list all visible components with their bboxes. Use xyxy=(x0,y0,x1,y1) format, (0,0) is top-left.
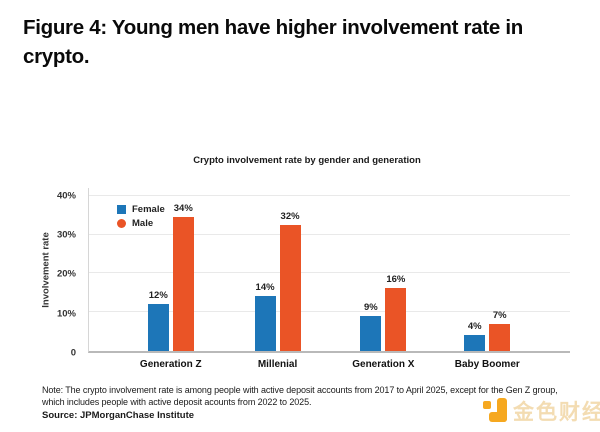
bar-column: 7% xyxy=(489,309,511,351)
legend-item: Female xyxy=(117,204,165,215)
figure-title-line2: crypto. xyxy=(23,45,90,68)
source-text: Source: JPMorganChase Institute xyxy=(42,410,195,421)
y-tick-label: 0 xyxy=(70,347,76,359)
note-text: Note: The crypto involvement rate is amo… xyxy=(42,384,590,408)
bar-column: 14% xyxy=(254,282,276,351)
bar-group: 14% 32% xyxy=(254,211,301,351)
logo-stroke-vertical xyxy=(497,398,507,422)
bar-female xyxy=(147,303,169,351)
bar-column: 12% xyxy=(147,289,169,351)
figure-title: Figure 4: Young men have higher involvem… xyxy=(23,13,588,71)
gridline xyxy=(89,194,570,196)
y-axis-ticks: 0 10% 20% 30% 40% xyxy=(40,188,82,358)
watermark: 金色财经 xyxy=(483,396,600,426)
legend-label: Male xyxy=(132,218,154,229)
bar-value-label: 34% xyxy=(173,203,193,215)
legend-circle-marker xyxy=(117,219,126,228)
y-tick-label: 40% xyxy=(56,190,76,202)
legend: Female Male xyxy=(117,204,165,229)
chart-title: Crypto involvement rate by gender and ge… xyxy=(193,155,421,166)
category-label: Baby Boomer xyxy=(454,359,520,370)
legend-label: Female xyxy=(132,204,165,215)
logo-dot xyxy=(483,401,491,409)
note-line2: which includes people with active deposi… xyxy=(42,397,312,407)
category-label: Generation X xyxy=(352,359,415,370)
bar-column: 9% xyxy=(360,301,382,351)
bar-column: 34% xyxy=(172,203,194,351)
bar-value-label: 9% xyxy=(363,301,378,313)
watermark-text: 金色财经 xyxy=(513,401,600,424)
gridline xyxy=(89,233,570,235)
bar-group: 4% 7% xyxy=(464,309,511,351)
bar-female xyxy=(464,335,486,351)
gridline xyxy=(89,311,570,313)
bar-female xyxy=(254,296,276,351)
bar-male xyxy=(172,217,194,351)
plot-area: Female Male 12% 34% Generation Z 14% 32% Mille… xyxy=(88,188,570,370)
category-label: Millenial xyxy=(257,359,298,370)
y-tick-label: 30% xyxy=(56,229,76,241)
bar-male xyxy=(279,225,301,351)
bar-value-label: 7% xyxy=(492,309,507,321)
legend-item: Male xyxy=(117,218,165,229)
bar-value-label: 12% xyxy=(148,289,168,301)
jinse-finance-logo-icon xyxy=(483,398,509,424)
y-tick-label: 20% xyxy=(56,268,76,280)
bar-female xyxy=(360,315,382,351)
note-line1: Note: The crypto involvement rate is amo… xyxy=(42,385,558,395)
bar-value-label: 4% xyxy=(467,321,482,333)
gridline xyxy=(89,272,570,274)
y-tick-label: 10% xyxy=(56,308,76,320)
bar-value-label: 32% xyxy=(280,211,300,223)
logo-stroke-horizontal xyxy=(489,412,507,422)
legend-square-marker xyxy=(117,205,126,214)
bar-column: 16% xyxy=(385,274,407,351)
bar-column: 4% xyxy=(464,321,486,351)
bar-group: 9% 16% xyxy=(360,274,407,351)
category-label: Generation Z xyxy=(139,359,202,370)
bar-column: 32% xyxy=(279,211,301,351)
bar-value-label: 16% xyxy=(386,274,406,286)
bar-value-label: 14% xyxy=(255,282,275,293)
bar-male xyxy=(385,288,407,351)
figure-title-line1: Figure 4: Young men have higher involvem… xyxy=(23,16,523,39)
bar-male xyxy=(489,323,511,351)
bar-group: 12% 34% xyxy=(147,203,194,351)
